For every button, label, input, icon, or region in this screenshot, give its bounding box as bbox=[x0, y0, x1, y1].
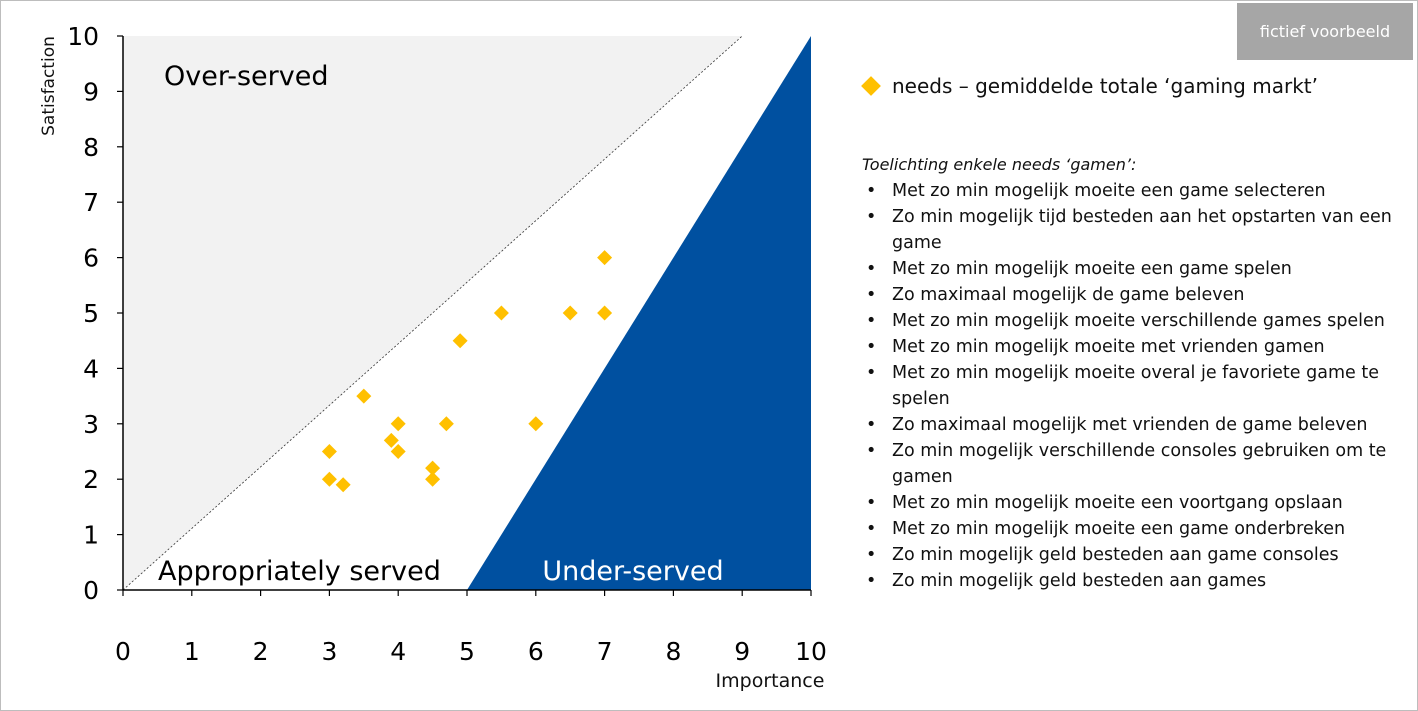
x-tick-label: 0 bbox=[115, 637, 131, 666]
data-point bbox=[452, 333, 468, 349]
need-item: Zo min mogelijk verschillende consoles g… bbox=[862, 438, 1402, 490]
y-tick-label: 4 bbox=[83, 354, 99, 383]
need-item: Zo min mogelijk geld besteden aan game c… bbox=[862, 542, 1402, 568]
data-point bbox=[383, 432, 399, 448]
x-tick-label: 5 bbox=[459, 637, 475, 666]
need-item: Met zo min mogelijk moeite met vrienden … bbox=[862, 334, 1402, 360]
data-point bbox=[335, 477, 351, 493]
appropriately-served-label: Appropriately served bbox=[158, 556, 441, 587]
data-point bbox=[390, 416, 406, 432]
y-tick-label: 3 bbox=[83, 410, 99, 439]
x-tick-label: 1 bbox=[184, 637, 200, 666]
under-served-label: Under-served bbox=[542, 556, 723, 587]
x-axis-label: Importance bbox=[716, 670, 825, 692]
y-axis-label: Satisfaction bbox=[39, 36, 59, 136]
y-tick-label: 0 bbox=[83, 576, 99, 605]
y-tick-label: 5 bbox=[83, 299, 99, 328]
sample-badge: fictief voorbeeld bbox=[1237, 3, 1413, 60]
data-point bbox=[438, 416, 454, 432]
data-point bbox=[356, 388, 372, 404]
need-item: Zo maximaal mogelijk de game beleven bbox=[862, 282, 1402, 308]
data-point bbox=[321, 471, 337, 487]
data-point bbox=[425, 460, 441, 476]
data-point bbox=[493, 305, 509, 321]
legend: needs – gemiddelde totale ‘gaming markt’ bbox=[860, 74, 1318, 98]
data-point bbox=[597, 250, 613, 266]
need-item: Zo maximaal mogelijk met vrienden de gam… bbox=[862, 412, 1402, 438]
need-item: Met zo min mogelijk moeite een game spel… bbox=[862, 256, 1402, 282]
data-point bbox=[321, 444, 337, 459]
x-tick-label: 8 bbox=[665, 637, 681, 666]
y-tick-label: 2 bbox=[83, 465, 99, 494]
data-point bbox=[390, 444, 406, 459]
legend-diamond-icon bbox=[861, 76, 881, 96]
over-served-region bbox=[123, 36, 743, 590]
data-point bbox=[425, 471, 441, 487]
x-tick-label: 2 bbox=[253, 637, 269, 666]
over-served-label: Over-served bbox=[164, 61, 328, 92]
y-tick-label: 7 bbox=[83, 188, 99, 217]
needs-list: Met zo min mogelijk moeite een game sele… bbox=[862, 178, 1402, 594]
x-tick-label: 3 bbox=[321, 637, 337, 666]
need-item: Met zo min mogelijk moeite een voortgang… bbox=[862, 490, 1402, 516]
x-tick-label: 10 bbox=[795, 637, 827, 666]
need-item: Zo min mogelijk geld besteden aan games bbox=[862, 568, 1402, 594]
x-tick-label: 4 bbox=[390, 637, 406, 666]
x-tick-label: 7 bbox=[597, 637, 613, 666]
notes-title: Toelichting enkele needs ‘gamen’: bbox=[862, 155, 1137, 174]
data-point bbox=[528, 416, 544, 432]
diagonal-line bbox=[122, 35, 743, 591]
need-item: Zo min mogelijk tijd besteden aan het op… bbox=[862, 204, 1402, 256]
y-tick-label: 9 bbox=[83, 77, 99, 106]
data-point bbox=[597, 305, 613, 321]
y-tick-label: 1 bbox=[83, 521, 99, 550]
y-tick-label: 10 bbox=[67, 22, 99, 51]
x-tick-label: 6 bbox=[528, 637, 544, 666]
legend-label: needs – gemiddelde totale ‘gaming markt’ bbox=[892, 74, 1318, 98]
need-item: Met zo min mogelijk moeite een game onde… bbox=[862, 516, 1402, 542]
x-tick-label: 9 bbox=[734, 637, 750, 666]
needs-explanation: Toelichting enkele needs ‘gamen’: Met zo… bbox=[862, 152, 1402, 594]
need-item: Met zo min mogelijk moeite een game sele… bbox=[862, 178, 1402, 204]
y-tick-label: 8 bbox=[83, 133, 99, 162]
data-point bbox=[562, 305, 578, 321]
need-item: Met zo min mogelijk moeite overal je fav… bbox=[862, 360, 1402, 412]
under-served-region bbox=[467, 36, 811, 590]
need-item: Met zo min mogelijk moeite verschillende… bbox=[862, 308, 1402, 334]
y-tick-label: 6 bbox=[83, 244, 99, 273]
